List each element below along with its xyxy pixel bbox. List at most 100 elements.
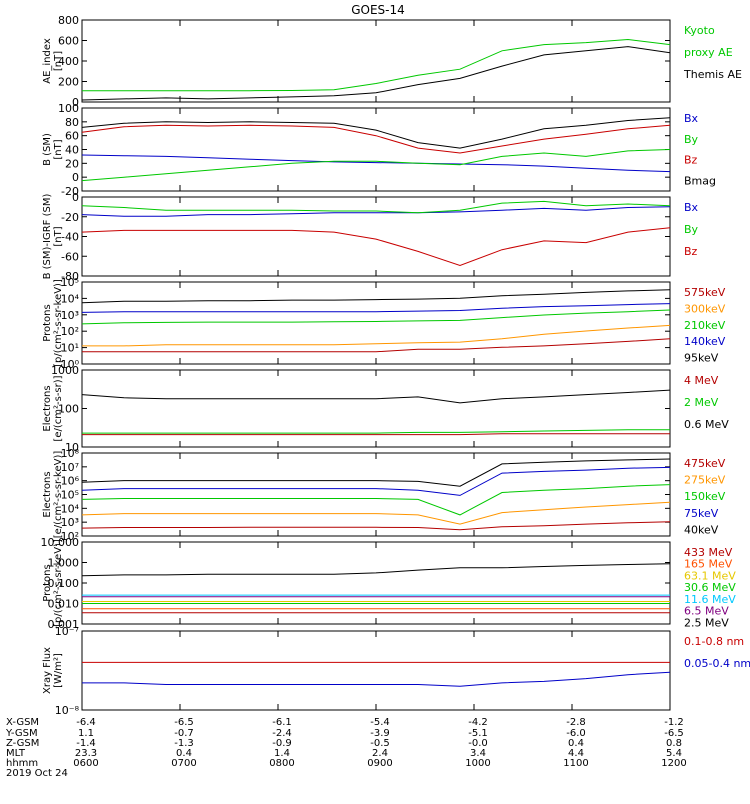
legend-entry: 0.1-0.8 nm bbox=[684, 635, 744, 648]
legend-entry: 150keV bbox=[684, 490, 726, 503]
y-tick-label: 20 bbox=[65, 157, 79, 170]
ephemeris-cell: 1100 bbox=[563, 758, 588, 769]
y-axis-label: [nT] bbox=[53, 226, 64, 246]
y-axis-label: [e/(cm²-s-sr)] bbox=[53, 375, 64, 441]
panel-frame bbox=[82, 453, 670, 536]
y-tick-label: 60 bbox=[65, 130, 79, 143]
panel-frame bbox=[82, 542, 670, 624]
y-axis-label: Xray Flux bbox=[42, 647, 53, 694]
ephemeris-cell: -6.5 bbox=[174, 717, 194, 728]
series-line-4-mev bbox=[82, 434, 670, 435]
legend-entry: Bmag bbox=[684, 174, 716, 187]
y-tick-label: 1000 bbox=[51, 364, 79, 377]
ephemeris-cell: -4.2 bbox=[468, 717, 488, 728]
legend-entry: Bx bbox=[684, 112, 699, 125]
ephemeris-cell: -5.4 bbox=[370, 717, 390, 728]
legend-entry: Kyoto bbox=[684, 24, 715, 37]
panel-protons1: 10⁰10¹10²10³10⁴10⁵Protons[p/(cm²-s-sr-ke… bbox=[42, 276, 726, 371]
ephemeris-cell: 0600 bbox=[73, 758, 98, 769]
legend-entry: 300keV bbox=[684, 302, 726, 315]
y-tick-label: -20 bbox=[61, 211, 79, 224]
series-line-bmag bbox=[82, 118, 670, 148]
panel-frame bbox=[82, 108, 670, 191]
panel-frame bbox=[82, 20, 670, 102]
legend-entry: 2 MeV bbox=[684, 396, 719, 409]
series-line-2-5-mev bbox=[82, 564, 670, 576]
y-tick-label: 800 bbox=[58, 14, 79, 27]
series-line-bz bbox=[82, 228, 670, 266]
legend-entry: 40keV bbox=[684, 523, 719, 536]
series-line-475kev bbox=[82, 522, 670, 530]
y-axis-label: Electrons bbox=[42, 385, 53, 431]
ephemeris-cell: -1.2 bbox=[664, 717, 684, 728]
legend-entry: 4 MeV bbox=[684, 374, 719, 387]
legend-entry: By bbox=[684, 223, 699, 236]
y-axis-label: [p/(cm²-s-sr-keV)] bbox=[53, 539, 64, 627]
ephemeris-date: 2019 Oct 24 bbox=[6, 768, 68, 779]
plot-title: GOES-14 bbox=[351, 3, 405, 17]
series-line-by bbox=[82, 201, 670, 212]
ephemeris-cell: 0800 bbox=[269, 758, 294, 769]
y-axis-label: AE_index bbox=[42, 38, 53, 84]
ephemeris-table: X-GSMY-GSMZ-GSMMLThhmm-6.41.1-1.423.3060… bbox=[5, 717, 687, 779]
legend-entry: 475keV bbox=[684, 457, 726, 470]
panel-frame bbox=[82, 370, 670, 447]
legend-entry: By bbox=[684, 133, 699, 146]
ephemeris-cell: 1000 bbox=[465, 758, 490, 769]
legend-entry: 210keV bbox=[684, 319, 726, 332]
series-line-575kev bbox=[82, 339, 670, 352]
y-tick-label: 100 bbox=[58, 102, 79, 115]
series-line-40kev bbox=[82, 459, 670, 486]
y-axis-label: Electrons bbox=[42, 471, 53, 517]
y-axis-label: B (SM)-IGRF (SM) bbox=[42, 194, 53, 280]
ephemeris-cell: 0900 bbox=[367, 758, 392, 769]
panel-protons2: 0.0010.0100.1001.00010.000Protons[p/(cm²… bbox=[41, 536, 737, 631]
panel-frame bbox=[82, 631, 670, 710]
series-line-kyoto-proxy-ae bbox=[82, 40, 670, 91]
series-line-2-mev bbox=[82, 430, 670, 433]
legend-entry: 2.5 MeV bbox=[684, 616, 729, 629]
legend-entry: 0.6 MeV bbox=[684, 418, 729, 431]
y-tick-label: 200 bbox=[58, 76, 79, 89]
series-line-275kev bbox=[82, 502, 670, 524]
legend-entry: proxy AE bbox=[684, 46, 733, 59]
y-tick-label: 0 bbox=[72, 171, 79, 184]
ephemeris-row-label: X-GSM bbox=[6, 717, 39, 728]
y-axis-label: B (SM) bbox=[42, 133, 53, 166]
legend-entry: Bz bbox=[684, 154, 698, 167]
y-axis-label: [nT] bbox=[53, 139, 64, 159]
legend-entry: Bz bbox=[684, 245, 698, 258]
series-line-150kev bbox=[82, 485, 670, 515]
legend-entry: 140keV bbox=[684, 335, 726, 348]
y-tick-label: 0 bbox=[72, 191, 79, 204]
y-tick-label: -60 bbox=[61, 250, 79, 263]
series-line-themis-ae bbox=[82, 47, 670, 100]
y-tick-label: 80 bbox=[65, 116, 79, 129]
y-tick-label: 40 bbox=[65, 144, 79, 157]
panel-electrons2: 10²10³10⁴10⁵10⁶10⁷10⁸Electrons[e/(cm²-s-… bbox=[42, 447, 726, 543]
ephemeris-cell: -6.4 bbox=[76, 717, 96, 728]
legend-entry: 575keV bbox=[684, 286, 726, 299]
y-axis-label: [W/m²] bbox=[53, 653, 64, 688]
legend-entry: 0.05-0.4 nm bbox=[684, 657, 750, 670]
ephemeris-cell: 1200 bbox=[661, 758, 686, 769]
series-line-by bbox=[82, 150, 670, 181]
legend-entry: Bx bbox=[684, 201, 699, 214]
y-tick-label: 10⁻⁸ bbox=[55, 704, 80, 717]
legend-entry: 75keV bbox=[684, 507, 719, 520]
legend-entry: 95keV bbox=[684, 352, 719, 365]
series-line-0-05-0-4-nm bbox=[82, 672, 670, 686]
y-axis-label: [nT] bbox=[53, 51, 64, 71]
series-line-bz bbox=[82, 125, 670, 153]
y-axis-label: Protons bbox=[42, 564, 53, 601]
legend-entry: Themis AE bbox=[683, 68, 742, 81]
series-line-95kev bbox=[82, 290, 670, 303]
